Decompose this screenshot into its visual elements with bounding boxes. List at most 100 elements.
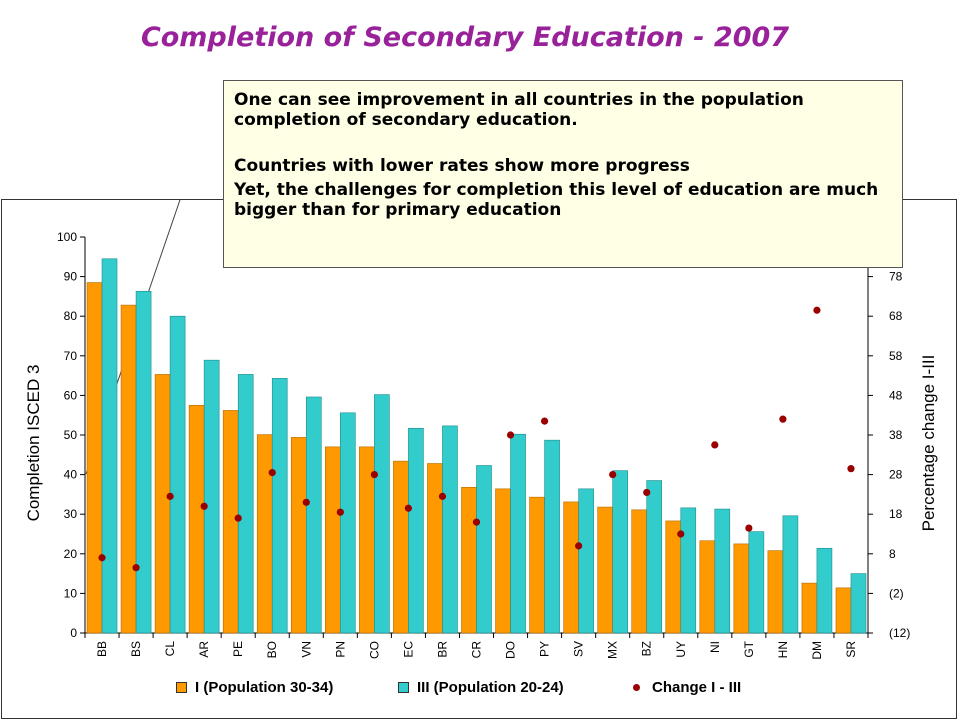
- x-tick-label: HN: [776, 641, 790, 658]
- bar-series-2-ni: [714, 508, 731, 634]
- point-change-mx: [609, 471, 617, 479]
- chart-svg: Completion ISCED 3 Percentage change I-I…: [24, 200, 938, 660]
- y-tick-label: 50: [64, 428, 78, 442]
- bar-series-2-bb: [101, 258, 118, 634]
- legend-label: III (Population 20-24): [417, 678, 564, 696]
- bar-series-1-vn: [290, 437, 307, 634]
- bar-series-2-sv: [578, 488, 594, 634]
- y-tick-label: 80: [64, 309, 78, 323]
- point-change-sr: [847, 465, 855, 473]
- x-tick-label: GT: [742, 640, 756, 657]
- page-title: Completion of Secondary Education - 2007: [140, 22, 790, 53]
- bar-series-1-cr: [461, 486, 477, 634]
- bar-series-1-gt: [733, 543, 750, 634]
- point-change-bb: [98, 554, 106, 562]
- bar-series-2-pe: [237, 374, 254, 634]
- x-tick-label: BR: [435, 641, 449, 658]
- x-tick-label: SR: [844, 641, 858, 658]
- callout-text-1: One can see improvement in all countries…: [234, 90, 804, 130]
- bar-series-2-cr: [476, 465, 492, 634]
- x-tick-label: CL: [163, 641, 177, 657]
- bar-series-1-ar: [188, 405, 205, 634]
- point-change-bz: [643, 488, 651, 497]
- point-change-bo: [268, 469, 276, 477]
- x-tick-label: EC: [401, 641, 415, 658]
- y-tick-label: 40: [64, 468, 78, 482]
- bar-series-2-bo: [271, 378, 288, 634]
- callout-text-3: Yet, the challenges for completion this …: [234, 180, 879, 220]
- x-tick-label: UY: [674, 641, 688, 658]
- bar-series-2-vn: [305, 396, 322, 634]
- bar-series-2-hn: [782, 515, 799, 634]
- y2-tick-label: 58: [889, 349, 903, 363]
- point-change-ar: [200, 502, 208, 510]
- point-change-py: [540, 417, 549, 425]
- bar-series-2-bs: [135, 290, 152, 634]
- point-change-do: [506, 431, 515, 439]
- point-change-gt: [745, 524, 753, 532]
- legend-label: I (Population 30-34): [195, 678, 334, 696]
- bar-series-2-co: [374, 394, 390, 634]
- bar-series-1-bo: [256, 434, 273, 634]
- legend-swatch-teal: [398, 681, 409, 693]
- x-tick-label: BS: [129, 641, 143, 657]
- bar-series-1-sr: [835, 587, 852, 634]
- y2-tick-label: (2): [889, 586, 904, 600]
- bar-series-2-cl: [169, 315, 186, 634]
- x-tick-label: SV: [572, 641, 586, 657]
- legend-item-series-1: I (Population 30-34): [176, 677, 333, 697]
- bar-series-1-bb: [86, 282, 103, 634]
- bar-series-1-hn: [767, 550, 784, 634]
- bar-series-2-uy: [680, 507, 697, 634]
- legend-item-series-3: Change I - III: [633, 677, 741, 697]
- bar-series-1-br: [427, 463, 443, 634]
- y-tick-label: 0: [70, 626, 77, 640]
- y2-tick-label: 48: [889, 388, 903, 402]
- y2-tick-label: (12): [889, 626, 910, 640]
- point-change-cl: [166, 492, 174, 500]
- y2-axis-label: Percentage change I-III: [919, 355, 938, 532]
- bar-series-1-ni: [699, 540, 716, 634]
- bar-series-1-cl: [154, 374, 171, 634]
- x-tick-label: DM: [810, 641, 824, 660]
- bar-series-1-ec: [393, 460, 409, 634]
- legend-label: Change I - III: [652, 678, 742, 696]
- y-tick-label: 70: [64, 349, 78, 363]
- x-tick-label: BB: [95, 641, 109, 657]
- point-change-hn: [779, 415, 787, 423]
- point-change-pn: [336, 508, 344, 516]
- bar-series-1-bz: [631, 509, 648, 634]
- bar-series-2-mx: [612, 470, 628, 634]
- bar-series-2-ec: [408, 427, 424, 634]
- bar-series-2-pn: [340, 412, 356, 634]
- bar-series-1-bs: [120, 304, 137, 634]
- x-tick-label: BZ: [640, 641, 654, 656]
- point-change-cr: [472, 518, 481, 526]
- callout-text-2: Countries with lower rates show more pro…: [234, 156, 690, 176]
- y2-tick-label: 38: [889, 428, 903, 442]
- y-tick-label: 10: [64, 586, 78, 600]
- legend-swatch-orange: [176, 681, 187, 693]
- bar-series-1-pn: [325, 446, 341, 634]
- bar-series-1-do: [495, 488, 511, 634]
- y-tick-label: 60: [64, 388, 78, 402]
- x-tick-label: DO: [504, 641, 518, 659]
- chart-area: Completion ISCED 3 Percentage change I-I…: [1, 199, 957, 719]
- x-tick-label: PE: [231, 641, 245, 657]
- point-change-pe: [234, 514, 242, 522]
- y-tick-label: 90: [64, 270, 78, 284]
- x-tick-label: CO: [367, 641, 381, 659]
- bar-series-2-ar: [203, 359, 220, 634]
- x-tick-label: NI: [708, 641, 722, 653]
- point-change-ni: [711, 441, 719, 449]
- bar-series-1-pe: [222, 410, 239, 634]
- bar-series-1-uy: [665, 520, 682, 634]
- y-tick-label: 100: [57, 230, 77, 244]
- x-tick-label: PN: [333, 641, 347, 658]
- bar-series-2-py: [544, 439, 560, 634]
- x-tick-label: MX: [606, 641, 620, 659]
- y2-tick-label: 18: [889, 507, 903, 521]
- x-tick-label: VN: [299, 641, 313, 658]
- bar-series-2-gt: [748, 531, 765, 634]
- y2-tick-label: 28: [889, 468, 903, 482]
